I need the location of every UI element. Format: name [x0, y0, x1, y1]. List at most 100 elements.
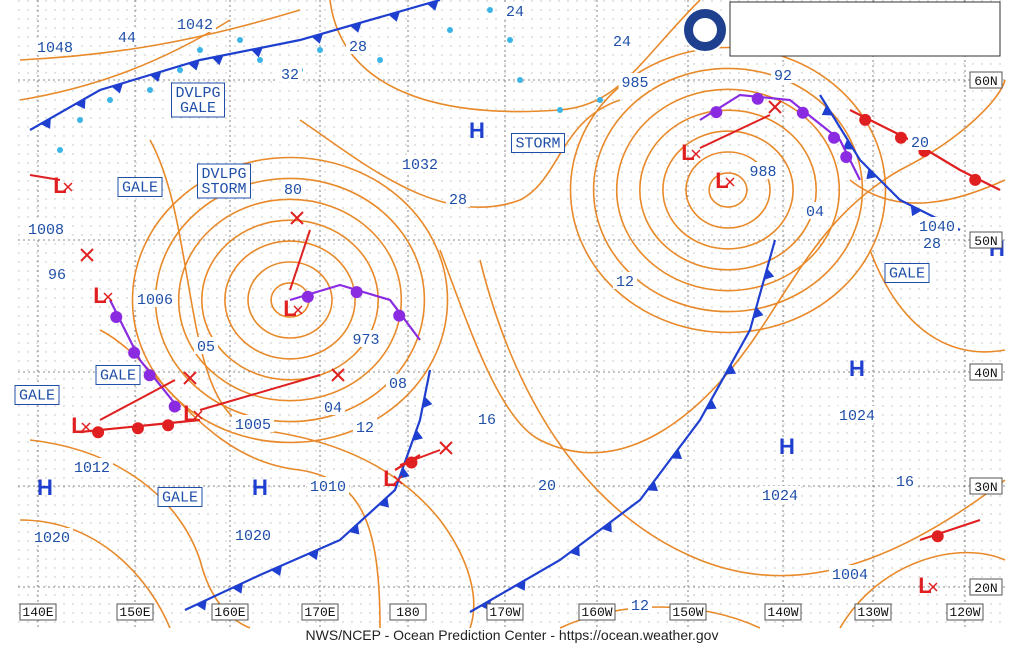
- pressure-label: 32: [281, 67, 299, 84]
- labels: 24-HOUR SURFACE FORECASTISSUED: 17:22 UT…: [14, 2, 1005, 621]
- low-x: [293, 305, 303, 315]
- warning-label: GALE: [180, 100, 216, 117]
- label-bg: [349, 330, 383, 347]
- forecast-x: [183, 371, 197, 385]
- lon-label: 140E: [22, 605, 53, 620]
- front-symbol: [388, 11, 400, 22]
- label-bg: [446, 190, 470, 207]
- warning-box: [117, 177, 163, 197]
- isobar-ring: [224, 240, 356, 360]
- front-symbol: [412, 429, 423, 442]
- front-symbol: [393, 309, 406, 322]
- front-symbol: [162, 419, 175, 432]
- lon-label: 170W: [489, 605, 520, 620]
- front-symbol: [894, 131, 907, 144]
- front-symbol: [796, 106, 809, 119]
- isobar-ring: [131, 156, 449, 444]
- low-center: L: [71, 413, 84, 438]
- warning-label: GALE: [889, 266, 925, 283]
- label-bg: [115, 28, 139, 45]
- lon-bg: [389, 603, 427, 621]
- label-bg: [803, 202, 827, 219]
- pressure-label: 1020: [34, 530, 70, 547]
- label-bg: [920, 234, 944, 251]
- pressure-label: 988: [749, 164, 776, 181]
- front-symbol: [92, 426, 105, 439]
- label-bg: [759, 486, 801, 503]
- pressure-label: 05: [197, 339, 215, 356]
- ice-dot: [197, 47, 203, 53]
- pressure-label: 12: [616, 274, 634, 291]
- label-bg: [613, 272, 637, 289]
- warning-label: GALE: [162, 490, 198, 507]
- pressure-label: 1040: [919, 219, 955, 236]
- ice-dot: [377, 57, 383, 63]
- lat-label: 40N: [974, 366, 997, 381]
- front-line: [819, 94, 961, 231]
- ice-dot: [257, 57, 263, 63]
- lat-bg: [969, 578, 1003, 596]
- pressure-label: 985: [621, 75, 648, 92]
- pressure-label: 16: [896, 474, 914, 491]
- label-bg: [771, 66, 795, 83]
- pressure-label: 04: [324, 400, 342, 417]
- isobar-ring: [569, 46, 887, 334]
- front-symbol: [301, 290, 314, 303]
- warning-box: [511, 133, 565, 153]
- lon-bg: [211, 603, 249, 621]
- ice-dot: [597, 97, 603, 103]
- track-arrow: [199, 374, 321, 411]
- low-x: [103, 292, 113, 302]
- pressure-label: 973: [352, 332, 379, 349]
- lon-label: 130W: [857, 605, 888, 620]
- label-bg: [45, 265, 69, 282]
- pressure-label: 28: [923, 236, 941, 253]
- pressure-label: 08: [389, 376, 407, 393]
- lon-bg: [764, 603, 802, 621]
- front-symbol: [969, 173, 982, 186]
- label-bg: [475, 410, 499, 427]
- label-bg: [610, 32, 634, 49]
- pressure-label: 1006: [137, 292, 173, 309]
- front-symbol: [753, 306, 764, 319]
- front-symbol: [128, 346, 141, 359]
- ice-dot: [57, 147, 63, 153]
- label-bg: [281, 180, 305, 197]
- low-center: L: [183, 401, 196, 426]
- lon-label: 160E: [214, 605, 245, 620]
- ice-dot: [237, 37, 243, 43]
- lon-label: 150W: [672, 605, 703, 620]
- pressure-label: 96: [48, 267, 66, 284]
- low-center: L: [53, 173, 66, 198]
- footer: NWS/NCEP - Ocean Prediction Center - htt…: [306, 627, 719, 643]
- isobar-ring: [177, 198, 403, 402]
- label-bg: [346, 37, 370, 54]
- track-arrow: [289, 229, 311, 291]
- front-symbol: [110, 310, 123, 323]
- lat-label: 60N: [974, 74, 997, 89]
- front-symbol: [307, 549, 319, 560]
- track-arrow: [699, 114, 771, 149]
- label-bg: [31, 528, 73, 545]
- isobar-ring: [685, 151, 771, 229]
- label-bg: [34, 38, 76, 55]
- warning-label: GALE: [122, 180, 158, 197]
- pressure-label: 92: [774, 68, 792, 85]
- forecast-x: [290, 211, 304, 225]
- low-x: [928, 582, 938, 592]
- front-symbol: [725, 364, 737, 375]
- pressure-label: 24: [506, 4, 524, 21]
- lon-label: 140W: [767, 605, 798, 620]
- pressure-label: 80: [284, 182, 302, 199]
- front-symbol: [378, 496, 389, 508]
- pressure-label: 1005: [235, 417, 271, 434]
- ice-dot: [177, 67, 183, 73]
- pressure-label: 28: [349, 39, 367, 56]
- isobar-ring: [201, 219, 379, 381]
- front-symbol: [710, 106, 723, 119]
- pressure-label: 1012: [74, 460, 110, 477]
- label-bg: [503, 2, 527, 19]
- front-symbol: [40, 118, 51, 129]
- ice-dot: [447, 27, 453, 33]
- lon-bg: [19, 603, 57, 621]
